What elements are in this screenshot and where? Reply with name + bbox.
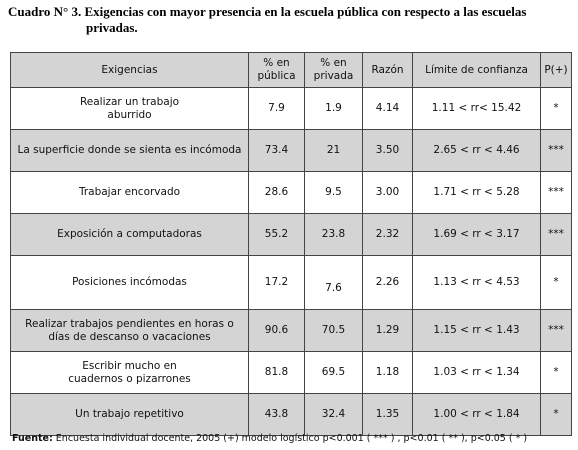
table-cell: *** bbox=[540, 309, 572, 352]
table-cell: 32.4 bbox=[304, 393, 363, 436]
table-cell: * bbox=[540, 393, 572, 436]
table-cell: 7.9 bbox=[248, 87, 305, 130]
table-cell: 1.03 < rr < 1.34 bbox=[412, 351, 541, 394]
table-cell: 2.26 bbox=[362, 255, 413, 310]
table-cell: Posiciones incómodas bbox=[10, 255, 249, 310]
table-row: Exposición a computadoras 55.2 23.8 2.32 1.6… bbox=[10, 213, 572, 256]
table-cell: * bbox=[540, 351, 572, 394]
footer-text: Encuesta individual docente, 2005 (+) mo… bbox=[52, 433, 528, 444]
table-cell: 2.65 < rr < 4.46 bbox=[412, 129, 541, 172]
table-cell: 17.2 bbox=[248, 255, 305, 310]
table-row: La superficie donde se sienta es incómod… bbox=[10, 129, 572, 172]
header-cell: Exigencias bbox=[10, 52, 249, 88]
table-cell: 9.5 bbox=[304, 171, 363, 214]
table-cell: 3.50 bbox=[362, 129, 413, 172]
table-cell: 21 bbox=[304, 129, 363, 172]
table-cell: Realizar un trabajo aburrido bbox=[10, 87, 249, 130]
table-cell: 1.18 bbox=[362, 351, 413, 394]
title-line: privadas. bbox=[86, 20, 138, 35]
table-cell: 1.69 < rr < 3.17 bbox=[412, 213, 541, 256]
table-row: Trabajar encorvado 28.6 9.5 3.00 1.71 < rr <… bbox=[10, 171, 572, 214]
table-row: Realizar un trabajo aburrido 7.9 1.9 4.14 1.… bbox=[10, 87, 572, 130]
table-row: Posiciones incómodas 17.2 7.6 2.26 1.13 < rr… bbox=[10, 255, 572, 310]
table-cell: 70.5 bbox=[304, 309, 363, 352]
footer-label: Fuente: bbox=[12, 433, 53, 444]
table-cell: 1.35 bbox=[362, 393, 413, 436]
table-cell: 90.6 bbox=[248, 309, 305, 352]
table-cell: 1.13 < rr < 4.53 bbox=[412, 255, 541, 310]
table-row: Escribir mucho en cuadernos o pizarrones… bbox=[10, 351, 572, 394]
table-cell: 4.14 bbox=[362, 87, 413, 130]
title-line: Cuadro N° 3. Exigencias con mayor presen… bbox=[8, 4, 527, 19]
table-cell: 69.5 bbox=[304, 351, 363, 394]
table-cell: 73.4 bbox=[248, 129, 305, 172]
table-cell: 2.32 bbox=[362, 213, 413, 256]
table-cell: 1.9 bbox=[304, 87, 363, 130]
table-cell: * bbox=[540, 255, 572, 310]
table-cell: 23.8 bbox=[304, 213, 363, 256]
table-cell: Realizar trabajos pendientes en horas o … bbox=[10, 309, 249, 352]
table-cell: 1.11 < rr< 15.42 bbox=[412, 87, 541, 130]
table-cell: 1.00 < rr < 1.84 bbox=[412, 393, 541, 436]
table-cell: Un trabajo repetitivo bbox=[10, 393, 249, 436]
header-cell: % en pública bbox=[248, 52, 305, 88]
header-row: Exigencias% en pública% en privada Razón L… bbox=[10, 52, 572, 88]
table-cell: *** bbox=[540, 129, 572, 172]
table-cell: Exposición a computadoras bbox=[10, 213, 249, 256]
title: Cuadro N° 3. Exigencias con mayor presen… bbox=[8, 4, 526, 36]
table-cell: Escribir mucho en cuadernos o pizarrones bbox=[10, 351, 249, 394]
header-cell: % en privada bbox=[304, 52, 363, 88]
header-cell: P(+) bbox=[540, 52, 572, 88]
table-cell: 55.2 bbox=[248, 213, 305, 256]
header-cell: Razón bbox=[362, 52, 413, 88]
table-cell: 28.6 bbox=[248, 171, 305, 214]
table-cell: 1.71 < rr < 5.28 bbox=[412, 171, 541, 214]
table-cell: 7.6 bbox=[304, 255, 363, 310]
table-cell: 1.29 bbox=[362, 309, 413, 352]
table-cell: Trabajar encorvado bbox=[10, 171, 249, 214]
table-cell: *** bbox=[540, 213, 572, 256]
table-cell: 43.8 bbox=[248, 393, 305, 436]
table-cell: 3.00 bbox=[362, 171, 413, 214]
table-row: Realizar trabajos pendientes en horas o … bbox=[10, 309, 572, 352]
table-cell: * bbox=[540, 87, 572, 130]
table-cell: *** bbox=[540, 171, 572, 214]
table-cell: La superficie donde se sienta es incómod… bbox=[10, 129, 249, 172]
table-cell: 1.15 < rr < 1.43 bbox=[412, 309, 541, 352]
table-cell: 81.8 bbox=[248, 351, 305, 394]
table-row: Un trabajo repetitivo 43.8 32.4 1.35 1.00 < … bbox=[10, 393, 572, 436]
header-cell: Límite de confianza bbox=[412, 52, 541, 88]
table: Exigencias% en pública% en privada Razón L… bbox=[10, 52, 572, 436]
footer: Fuente: Encuesta individual docente, 200… bbox=[12, 433, 527, 444]
